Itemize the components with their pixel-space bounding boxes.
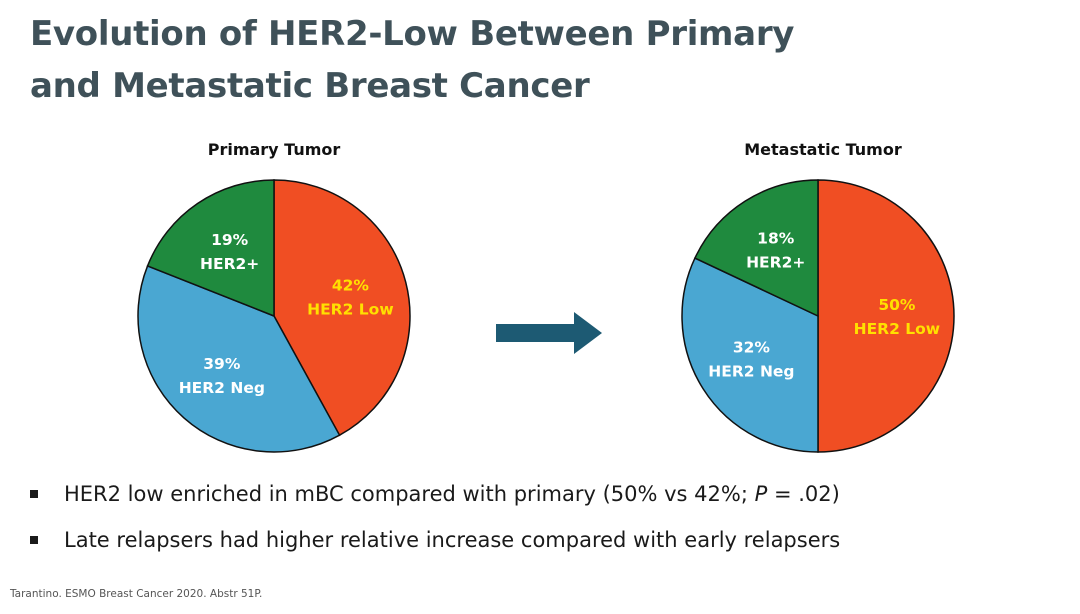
bullet-1-text: HER2 low enriched in mBC compared with p… [64, 482, 755, 506]
bullet-square-icon [30, 490, 38, 498]
pie-slice-percent-label: 42% [332, 276, 370, 294]
bullet-1-italic: P [754, 482, 768, 506]
pie-slice-percent-label: 39% [203, 355, 241, 373]
slide-title-line-2: and Metastatic Breast Cancer [30, 66, 590, 106]
pie-slice-her2 [693, 179, 819, 318]
bullet-item-1: HER2 low enriched in mBC compared with p… [30, 474, 1050, 520]
pie-slice-her2-low [817, 179, 955, 453]
right-arrow-icon [496, 312, 602, 354]
pie-slice-category-label: HER2+ [746, 253, 805, 271]
slide-title-line-1: Evolution of HER2-Low Between Primary [30, 14, 795, 54]
metastatic-tumor-pie-chart: 50% HER2 Low 32% HER2 Neg 18% HER2+ [681, 179, 955, 453]
pie-slice-percent-label: 18% [757, 229, 795, 247]
primary-tumor-chart-title: Primary Tumor [207, 140, 341, 159]
pie-slice-her2-neg [681, 257, 819, 453]
pie-slice-her2-neg [137, 264, 341, 453]
footnote-citation: Tarantino. ESMO Breast Cancer 2020. Abst… [10, 588, 263, 600]
pie-slice-category-label: HER2 Low [854, 320, 941, 338]
pie-slice-percent-label: 32% [733, 338, 771, 356]
pie-slice-her2-low [273, 179, 411, 437]
pie-slice-percent-label: 50% [878, 296, 916, 314]
pie-slice-category-label: HER2 Neg [708, 362, 794, 380]
pie-slice-category-label: HER2+ [200, 255, 259, 273]
bullet-1-text-end: = .02) [767, 482, 840, 506]
pie-slice-percent-label: 19% [211, 231, 249, 249]
pie-slice-category-label: HER2 Neg [179, 379, 265, 397]
pie-slice-her2 [146, 179, 275, 318]
bullet-2-text: Late relapsers had higher relative incre… [64, 528, 841, 552]
bullet-list: HER2 low enriched in mBC compared with p… [30, 474, 1050, 566]
primary-tumor-pie-chart: 42% HER2 Low 39% HER2 Neg 19% HER2+ [137, 179, 411, 453]
bullet-square-icon [30, 536, 38, 544]
bullet-item-2: Late relapsers had higher relative incre… [30, 520, 1050, 566]
slide-title: Evolution of HER2-Low Between Primary an… [30, 8, 1030, 112]
metastatic-tumor-chart-title: Metastatic Tumor [744, 140, 902, 159]
pie-slice-category-label: HER2 Low [307, 300, 394, 318]
